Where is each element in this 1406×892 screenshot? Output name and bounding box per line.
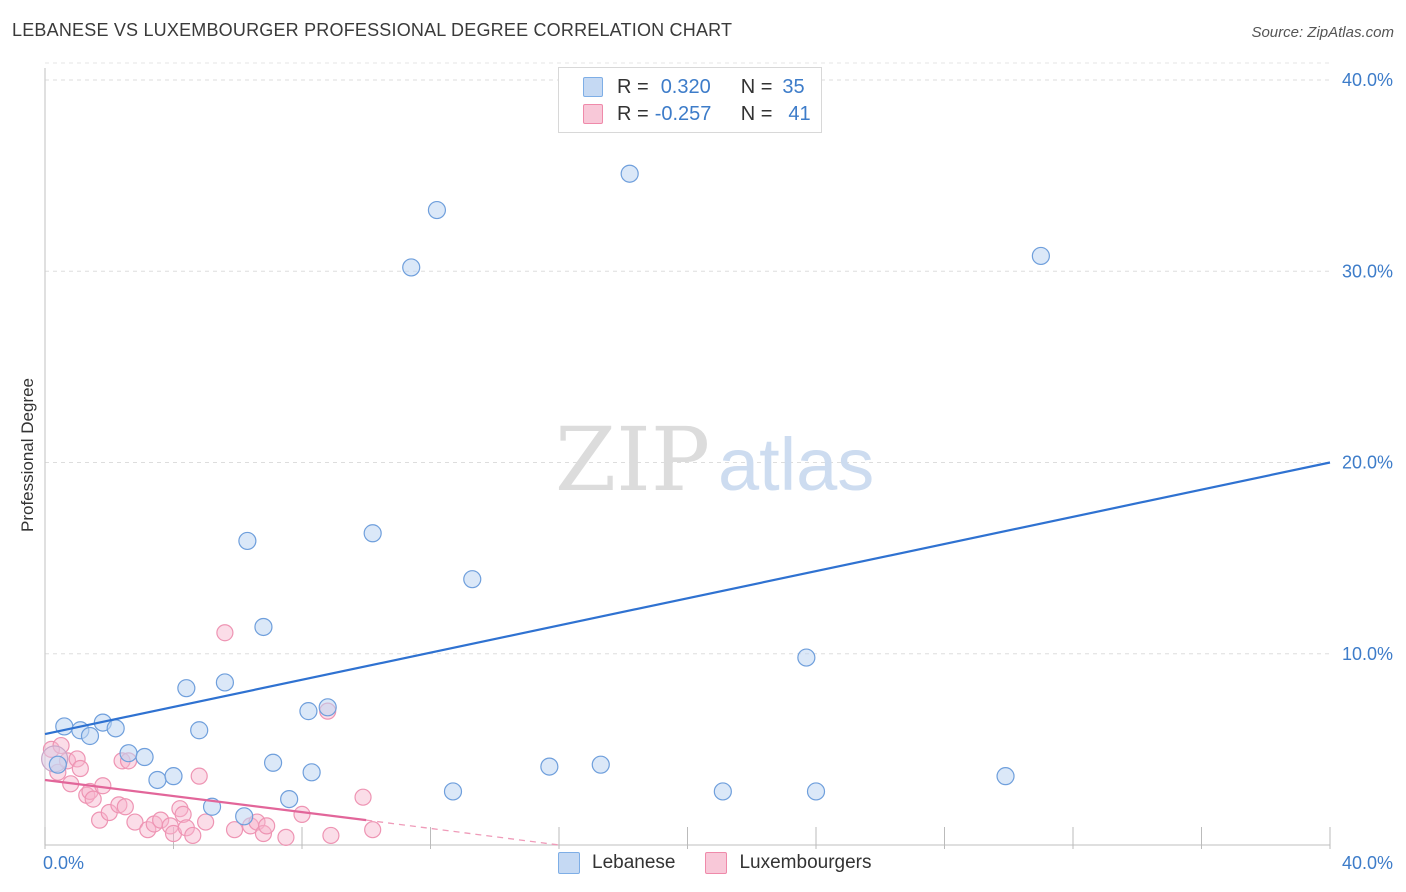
trend-line-luxembourgers xyxy=(44,778,367,822)
data-point-lebanese xyxy=(119,744,138,763)
data-point-lebanese xyxy=(238,531,257,551)
data-point-lebanese xyxy=(620,164,639,183)
data-point-lebanese xyxy=(713,782,732,801)
data-point-luxembourgers xyxy=(68,750,86,768)
legend-row-luxembourgers: R = -0.257 N = 41 xyxy=(583,101,811,127)
data-point-luxembourgers xyxy=(152,811,170,829)
data-point-luxembourgers xyxy=(84,790,102,808)
data-point-lebanese xyxy=(1031,246,1050,266)
legend-row-lebanese: R = 0.320 N = 35 xyxy=(583,74,805,100)
data-point-lebanese xyxy=(106,719,125,738)
chart-title: LEBANESE VS LUXEMBOURGER PROFESSIONAL DE… xyxy=(12,20,733,40)
y-tick-label: 40.0% xyxy=(1342,70,1393,90)
data-point-lebanese xyxy=(302,763,321,782)
data-point-lebanese xyxy=(263,753,283,772)
bottom-legend-swatch-luxembourgers xyxy=(705,852,728,874)
series-luxembourgers xyxy=(41,624,382,846)
trend-line-luxembourgers-extension xyxy=(366,819,560,846)
bottom-legend-label-lebanese: Lebanese xyxy=(592,852,676,873)
data-point-lebanese xyxy=(427,200,447,220)
legend-n-label: N = xyxy=(740,102,773,125)
data-point-luxembourgers xyxy=(71,759,89,778)
bottom-legend-label-luxembourgers: Luxembourgers xyxy=(739,852,872,873)
data-point-luxembourgers xyxy=(364,821,382,839)
data-point-lebanese xyxy=(280,789,299,809)
data-point-luxembourgers xyxy=(258,817,276,835)
data-point-lebanese xyxy=(148,770,167,790)
data-point-luxembourgers xyxy=(116,798,134,816)
data-point-luxembourgers xyxy=(197,813,215,831)
data-point-lebanese xyxy=(190,721,209,740)
bottom-legend-lebanese: Lebanese xyxy=(558,852,675,874)
data-point-lebanese xyxy=(215,673,234,692)
data-point-lebanese xyxy=(254,617,273,637)
data-point-luxembourgers xyxy=(216,624,234,642)
trend-lines xyxy=(44,461,1331,846)
data-point-luxembourgers xyxy=(139,821,157,839)
data-point-lebanese xyxy=(540,757,559,776)
y-tick-label: 30.0% xyxy=(1342,261,1393,281)
data-point-lebanese xyxy=(463,570,482,589)
data-point-lebanese xyxy=(318,698,337,717)
data-point-luxembourgers xyxy=(174,805,192,824)
legend-r-label: R = xyxy=(617,75,649,98)
data-point-lebanese xyxy=(591,755,610,774)
x-tick-label-min: 0.0% xyxy=(43,853,84,873)
legend-box: R = 0.320 N = 35 R = -0.257 N = 41 xyxy=(558,67,822,133)
trend-line-lebanese xyxy=(44,461,1331,736)
data-point-luxembourgers xyxy=(225,821,244,839)
y-tick-label: 10.0% xyxy=(1342,644,1393,664)
bottom-legend-luxembourgers: Luxembourgers xyxy=(705,852,872,874)
legend-r-value: 0.320 xyxy=(660,75,711,98)
data-point-lebanese xyxy=(164,767,183,786)
data-point-lebanese xyxy=(363,524,382,543)
axes xyxy=(44,68,1331,849)
series-lebanese xyxy=(48,164,1050,826)
legend-swatch-luxembourgers xyxy=(583,104,603,124)
data-point-lebanese xyxy=(177,679,196,698)
data-point-lebanese xyxy=(806,782,826,801)
data-point-luxembourgers xyxy=(190,767,208,785)
data-point-luxembourgers xyxy=(184,826,202,845)
data-point-lebanese xyxy=(996,767,1015,786)
data-point-lebanese xyxy=(80,726,100,746)
data-point-lebanese xyxy=(443,782,463,801)
legend-swatch-lebanese xyxy=(583,77,603,97)
legend-n-value: 41 xyxy=(788,102,811,125)
watermark-atlas: atlas xyxy=(718,423,874,506)
data-point-lebanese xyxy=(48,755,67,774)
data-point-lebanese xyxy=(797,648,816,667)
legend-n-label: N = xyxy=(740,75,773,98)
data-point-luxembourgers xyxy=(322,826,340,845)
data-point-lebanese xyxy=(402,258,421,277)
data-point-luxembourgers xyxy=(354,788,372,806)
tick-labels: 10.0% 20.0% 30.0% 40.0% 0.0% 40.0% xyxy=(43,70,1393,873)
legend-r-value: -0.257 xyxy=(654,102,712,125)
source-label: Source: ZipAtlas.com xyxy=(1251,24,1394,41)
watermark-zip: ZIP xyxy=(555,408,710,511)
data-point-luxembourgers xyxy=(277,828,295,846)
data-point-lebanese xyxy=(299,702,318,721)
grid-lines xyxy=(45,62,1330,655)
bottom-legend-swatch-lebanese xyxy=(558,852,580,874)
x-tick-label-max: 40.0% xyxy=(1342,853,1393,873)
data-point-lebanese xyxy=(135,747,154,767)
legend-r-label: R = xyxy=(617,102,649,125)
bottom-legend: Lebanese Luxembourgers xyxy=(558,852,902,874)
data-point-luxembourgers xyxy=(126,813,144,831)
watermark: ZIP atlas xyxy=(555,408,874,511)
legend-n-value: 35 xyxy=(782,75,805,98)
data-point-lebanese xyxy=(202,797,222,816)
data-point-luxembourgers xyxy=(293,805,311,824)
data-point-luxembourgers xyxy=(110,796,128,814)
y-axis-label: Professional Degree xyxy=(18,378,37,532)
y-tick-label: 20.0% xyxy=(1342,453,1393,473)
data-point-lebanese xyxy=(235,807,254,826)
